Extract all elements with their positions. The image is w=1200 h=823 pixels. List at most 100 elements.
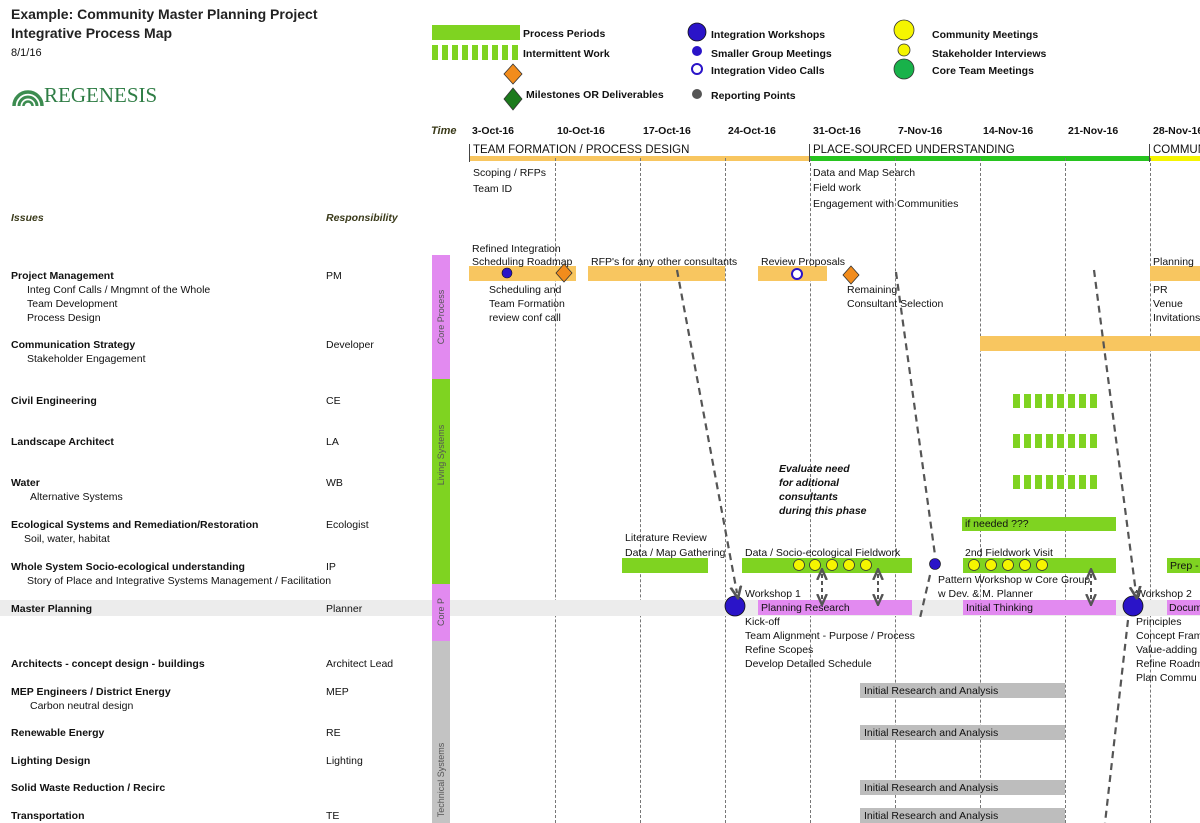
note-sched-1: Scheduling and xyxy=(489,284,562,296)
phase-divider xyxy=(809,144,810,162)
note-workshop2: Workshop 2 xyxy=(1136,588,1192,600)
integration-workshop-marker-icon xyxy=(1122,595,1144,617)
bar-initial-research xyxy=(860,808,1065,823)
video-call-icon xyxy=(691,63,703,75)
page-title: Example: Community Master Planning Proje… xyxy=(11,6,318,22)
group-strip-technical-systems xyxy=(432,641,450,823)
note-review-proposals: Review Proposals xyxy=(761,256,846,268)
smaller-group-meeting-icon xyxy=(929,558,941,570)
date-label: 10-Oct-16 xyxy=(557,125,605,137)
responsibility-label: Architect Lead xyxy=(326,658,394,670)
bar-initial-research xyxy=(860,780,1065,795)
sub-issue-label: Stakeholder Engagement xyxy=(27,353,146,365)
note-field-work: Field work xyxy=(813,182,861,194)
responsibility-label: PM xyxy=(326,270,342,282)
responsibility-label: TE xyxy=(326,810,340,822)
week-gridline xyxy=(555,158,556,823)
issue-label: Master Planning xyxy=(11,603,93,615)
phase-divider xyxy=(469,144,470,162)
sub-issue-label: Process Design xyxy=(27,312,101,324)
note-initial-research: Initial Research and Analysis xyxy=(864,810,999,822)
bar-rfps xyxy=(588,266,725,281)
issue-label: MEP Engineers / District Energy xyxy=(11,686,171,698)
responsibility-label: LA xyxy=(326,436,339,448)
issue-label: Ecological Systems and Remediation/Resto… xyxy=(11,519,259,531)
responsibility-label: WB xyxy=(326,477,343,489)
note-evaluate-2: for aditional xyxy=(779,477,840,489)
group-strip-core-p xyxy=(432,584,450,641)
note-team-alignment: Team Alignment - Purpose / Process xyxy=(745,630,915,642)
smaller-group-meeting-icon xyxy=(501,267,513,279)
note-fieldwork: Data / Socio-ecological Fieldwork xyxy=(745,547,901,559)
stakeholder-interview-marker-icon xyxy=(968,559,1048,571)
flow-arrow xyxy=(675,269,737,593)
note-initial-research: Initial Research and Analysis xyxy=(864,727,999,739)
group-strip-living-systems xyxy=(432,379,450,584)
note-value-adding: Value-adding xyxy=(1136,644,1198,656)
note-sched-2: Team Formation xyxy=(489,298,565,310)
note-evaluate-4: during this phase xyxy=(779,505,867,517)
bar-initial-thinking xyxy=(963,600,1116,615)
issue-label: Solid Waste Reduction / Recirc xyxy=(11,782,166,794)
stakeholder-interview-marker-icon xyxy=(793,559,872,571)
note-invitations: Invitations xyxy=(1153,312,1200,324)
reporting-point-icon xyxy=(692,89,702,99)
bar-initial-research xyxy=(860,683,1065,698)
intermittent-bar-civil xyxy=(1013,394,1099,408)
note-planning: Planning xyxy=(1153,256,1194,268)
note-evaluate-1: Evaluate need xyxy=(779,463,850,475)
note-kickoff: Kick-off xyxy=(745,616,780,628)
flow-arrow xyxy=(1092,269,1136,593)
issue-label: Communication Strategy xyxy=(11,339,136,351)
bar-literature-review xyxy=(622,558,708,573)
date-label: 17-Oct-16 xyxy=(643,125,691,137)
responsibility-label: Planner xyxy=(326,603,363,615)
bar-if-needed xyxy=(962,517,1116,531)
note-refine-scopes: Refine Scopes xyxy=(745,644,814,656)
responsibility-label: Lighting xyxy=(326,755,363,767)
legend-community-meetings: Community Meetings xyxy=(932,29,1039,41)
note-evaluate-3: consultants xyxy=(779,491,838,503)
legend-integration-workshops: Integration Workshops xyxy=(711,29,826,41)
issue-label: Transportation xyxy=(11,810,85,822)
legend-stakeholder-interviews: Stakeholder Interviews xyxy=(932,48,1047,60)
phase-community: COMMUNI xyxy=(1153,144,1200,156)
date-label: 28-Nov-16 xyxy=(1153,125,1200,137)
legend-core-team: Core Team Meetings xyxy=(932,65,1034,77)
date-label: 3-Oct-16 xyxy=(472,125,515,137)
bar-refined-integration xyxy=(469,266,576,281)
note-refine-road: Refine Roadm xyxy=(1136,658,1200,670)
date-label: 31-Oct-16 xyxy=(813,125,861,137)
legend-intermittent-work: Intermittent Work xyxy=(523,48,610,60)
note-second-fieldwork: 2nd Fieldwork Visit xyxy=(965,547,1053,559)
intermittent-work-swatch xyxy=(432,45,520,60)
flow-arrow xyxy=(1103,619,1130,823)
note-remaining-2: Consultant Selection xyxy=(847,298,944,310)
note-data-map: Data and Map Search xyxy=(813,167,916,179)
time-label: Time xyxy=(431,125,457,137)
sub-issue-label: Team Development xyxy=(27,298,118,310)
issue-label: Whole System Socio-ecological understand… xyxy=(11,561,245,573)
note-remaining-1: Remaining xyxy=(847,284,898,296)
milestone-orange-icon xyxy=(503,63,523,85)
page-subtitle: Integrative Process Map xyxy=(11,25,173,41)
intermittent-bar-landscape xyxy=(1013,434,1099,448)
date-label: 24-Oct-16 xyxy=(728,125,776,137)
bar-docum xyxy=(1167,600,1200,615)
community-meeting-icon xyxy=(893,19,915,41)
legend-smaller-group: Smaller Group Meetings xyxy=(711,48,832,60)
issue-label: Project Management xyxy=(11,270,114,282)
core-team-icon xyxy=(893,58,915,80)
responsibility-label: MEP xyxy=(326,686,349,698)
legend-process-periods: Process Periods xyxy=(523,28,606,40)
group-strip-core-process xyxy=(432,255,450,379)
responsibility-label: RE xyxy=(326,727,341,739)
note-initial-research: Initial Research and Analysis xyxy=(864,685,999,697)
issue-label: Civil Engineering xyxy=(11,395,97,407)
note-if-needed: if needed ??? xyxy=(965,518,1029,530)
week-gridline xyxy=(1065,158,1066,823)
column-header-issues: Issues xyxy=(11,212,44,224)
process-period-swatch xyxy=(432,25,520,40)
note-venue: Venue xyxy=(1153,298,1183,310)
week-gridline xyxy=(810,158,811,823)
